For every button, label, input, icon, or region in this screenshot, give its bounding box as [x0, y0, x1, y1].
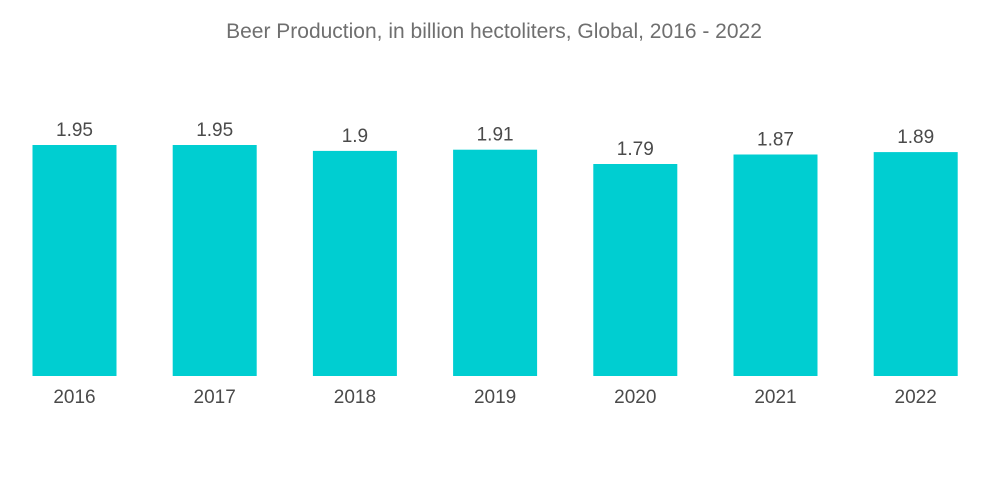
value-label-2018: 1.9: [342, 126, 368, 147]
value-label-2019: 1.91: [477, 125, 514, 146]
value-label-2020: 1.79: [617, 139, 654, 160]
bars-group: [32, 145, 958, 376]
x-tick-label-2021: 2021: [754, 387, 796, 408]
bar-2019: [453, 149, 538, 376]
value-labels-group: 1.95 1.95 1.9 1.91 1.79 1.87 1.89: [56, 120, 934, 160]
value-label-2022: 1.89: [897, 127, 934, 148]
bar-2017: [172, 145, 257, 376]
x-tick-label-2022: 2022: [895, 387, 937, 408]
value-label-2017: 1.95: [196, 120, 233, 141]
x-tick-label-2017: 2017: [194, 387, 236, 408]
bar-2018: [312, 150, 397, 376]
bar-2022: [873, 152, 958, 376]
value-label-2021: 1.87: [757, 130, 794, 151]
x-tick-label-2020: 2020: [614, 387, 656, 408]
x-tick-label-2018: 2018: [334, 387, 376, 408]
chart-title: Beer Production, in billion hectoliters,…: [226, 20, 762, 43]
value-label-2016: 1.95: [56, 120, 93, 141]
x-tick-label-2019: 2019: [474, 387, 516, 408]
x-tick-label-2016: 2016: [53, 387, 95, 408]
bar-2020: [593, 164, 678, 376]
bar-2021: [733, 154, 818, 376]
bar-2016: [32, 145, 117, 376]
x-axis-tick-labels: 2016 2017 2018 2019 2020 2021 2022: [53, 387, 936, 408]
